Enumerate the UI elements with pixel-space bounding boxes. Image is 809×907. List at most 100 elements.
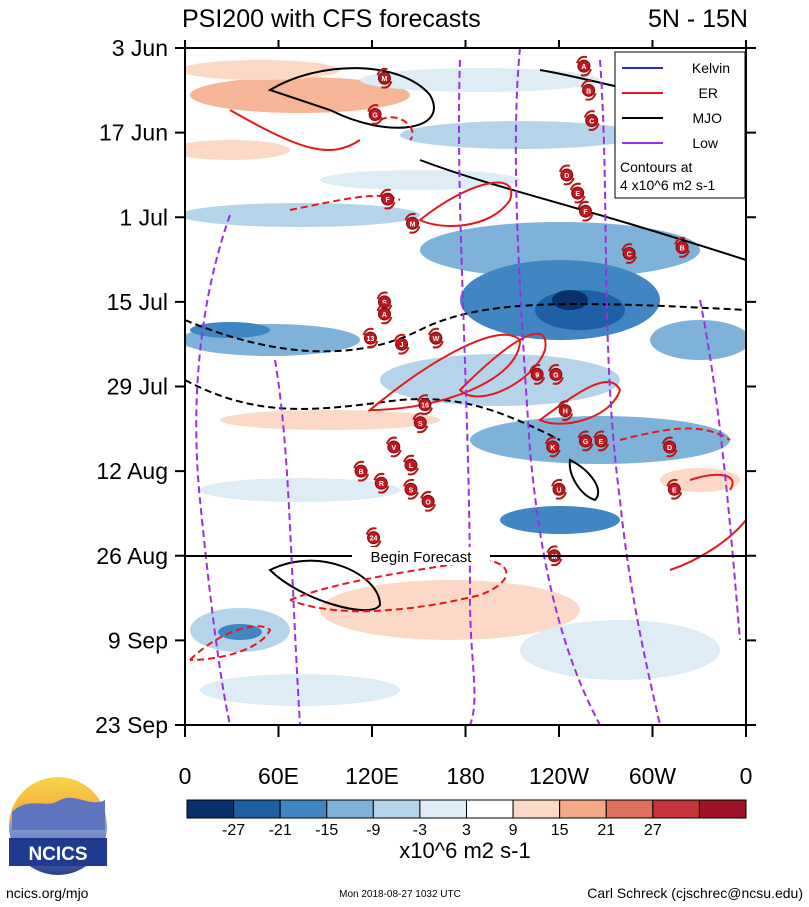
- legend: Kelvin ER MJO Low Contours at 4 x10^6 m2…: [614, 51, 746, 199]
- storm-marker: E: [569, 182, 586, 204]
- storm-id: A: [382, 312, 387, 319]
- storm-marker: D: [661, 436, 678, 458]
- storm-id: V: [391, 445, 396, 452]
- er-contour: [289, 558, 508, 613]
- shade-blob: [500, 506, 620, 534]
- y-tick-label: 1 Jul: [119, 204, 168, 230]
- shade-blob: [190, 77, 410, 113]
- shade-blob: [320, 580, 580, 640]
- er-contour: [189, 625, 272, 661]
- x-tick-label: 120E: [345, 763, 399, 789]
- y-tick-label: 12 Aug: [96, 458, 168, 484]
- storm-id: U: [556, 487, 561, 494]
- colorbar-tick-label: -9: [366, 822, 380, 839]
- y-tick-label: 23 Sep: [95, 712, 168, 738]
- storm-id: B: [680, 245, 685, 252]
- x-tick-label: 60W: [629, 763, 677, 789]
- storm-marker: G: [577, 430, 594, 452]
- shade-blob: [520, 620, 720, 680]
- legend-label-low: Low: [692, 135, 719, 151]
- shade-blob: [552, 290, 588, 310]
- storm-marker: R: [373, 472, 390, 494]
- storm-id: A: [581, 64, 586, 71]
- low-contour: [514, 48, 601, 725]
- low-contour: [195, 214, 231, 725]
- colorbar-tick-label: -21: [269, 822, 292, 839]
- shade-blob: [190, 322, 270, 338]
- storm-id: 24: [370, 536, 378, 543]
- storm-marker: 9: [529, 364, 546, 385]
- x-tick-label: 0: [740, 763, 753, 789]
- storm-id: B: [359, 469, 364, 476]
- colorbar-swatch: [233, 799, 281, 819]
- colorbar-tick-label: 9: [509, 822, 518, 839]
- storm-marker: C: [621, 243, 638, 264]
- x-tick-label: 0: [179, 763, 192, 789]
- storm-marker: F: [379, 188, 396, 210]
- storm-marker: K: [544, 436, 561, 458]
- storm-marker: V: [385, 436, 402, 458]
- storm-id: 16: [421, 403, 429, 410]
- storm-id: D: [667, 445, 672, 452]
- shade-blob: [200, 478, 400, 502]
- shade-blob: [220, 410, 440, 430]
- legend-label-er: ER: [699, 85, 718, 101]
- y-tick-label: 3 Jun: [112, 35, 168, 61]
- shade-blob: [320, 170, 520, 190]
- storm-marker: B: [674, 237, 691, 258]
- storm-marker: B: [580, 79, 597, 101]
- storm-id: E: [672, 487, 677, 494]
- storm-marker: H: [557, 400, 574, 422]
- mjo-contour: [568, 458, 600, 502]
- low-contour: [457, 59, 476, 725]
- storm-id: D: [564, 173, 569, 180]
- storm-id: H: [563, 409, 568, 416]
- x-tick-label: 60E: [258, 763, 299, 789]
- storm-id: G: [583, 439, 589, 446]
- legend-label-kelvin: Kelvin: [692, 60, 730, 76]
- y-tick-label: 17 Jun: [99, 120, 168, 146]
- colorbar-swatch: [559, 799, 607, 819]
- storm-marker: 13: [362, 327, 379, 349]
- shade-blob: [360, 68, 600, 92]
- storm-marker: G: [547, 364, 564, 385]
- storm-id: B: [586, 88, 591, 95]
- colorbar-swatch: [372, 799, 421, 819]
- storm-marker: M: [404, 212, 421, 234]
- storm-id: E: [599, 439, 604, 446]
- storm-id: M: [382, 76, 388, 83]
- storm-marker: O: [420, 490, 437, 512]
- shade-blob: [420, 222, 700, 278]
- storm-id: L: [409, 463, 414, 470]
- chart-title: PSI200 with CFS forecasts: [182, 5, 481, 33]
- colorbar-swatch: [279, 799, 328, 819]
- shade-blob: [200, 674, 400, 706]
- storm-marker: 24: [365, 527, 382, 548]
- legend-box: [614, 51, 746, 199]
- colorbar-tick-label: 3: [462, 822, 471, 839]
- er-contour: [669, 519, 746, 571]
- shade-blob: [185, 203, 420, 227]
- storm-marker: L: [403, 454, 419, 476]
- shade-blob: [185, 60, 340, 80]
- y-tick-label: 26 Aug: [96, 543, 168, 569]
- y-tick-label: 15 Jul: [107, 289, 168, 315]
- colorbar-tick-label: 15: [551, 822, 569, 839]
- colorbar-swatch: [186, 799, 235, 819]
- psi-shading: [185, 60, 746, 706]
- legend-note-line2: 4 x10^6 m2 s-1: [620, 177, 715, 193]
- storm-marker: S: [403, 478, 419, 500]
- er-contour: [458, 332, 547, 398]
- storm-id: J: [400, 342, 404, 349]
- storm-id: M: [551, 554, 557, 561]
- legend-note-line1: Contours at: [620, 159, 692, 175]
- er-contour: [418, 181, 513, 227]
- storm-id: C: [589, 119, 594, 126]
- storm-id: S: [418, 421, 423, 428]
- shade-blob: [400, 121, 640, 149]
- x-tick-label: 120W: [529, 763, 589, 789]
- storm-marker: S: [412, 412, 429, 434]
- chart-region: 5N - 15N: [648, 5, 748, 33]
